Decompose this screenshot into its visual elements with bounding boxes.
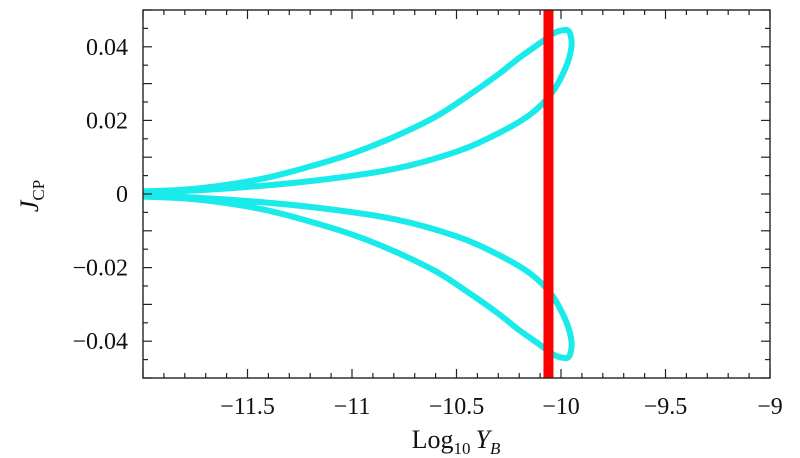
y-tick-label: −0.02 [72,256,128,282]
y-axis-title: JCP [15,180,48,212]
band [543,10,554,378]
x-axis-title-var-sub: B [490,439,501,458]
y-axis-title-var: J [15,199,44,212]
x-tick-label: −9 [757,394,783,420]
x-axis-title: Log10 YB [412,425,501,458]
x-tick-label: −9.5 [644,394,688,420]
x-tick-label: −11.5 [220,394,275,420]
y-tick-label: 0.04 [86,35,128,61]
tick-labels: −11.5 −11 −10.5 −10 −9.5 −9 0.04 0.02 0 −0.02 −0.0… [72,35,782,420]
x-tick-label: −10 [542,394,580,420]
x-axis-title-var: Y [476,425,493,454]
y-tick-label: 0 [116,182,128,208]
y-tick-label: 0.02 [86,108,128,134]
vertical-band [543,10,554,378]
series-line-2 [143,192,575,362]
y-tick-label: −0.04 [72,329,128,355]
x-tick-label: −10.5 [429,394,485,420]
x-axis-title-sub: 10 [454,439,471,458]
curves [143,26,575,362]
series-line-1 [143,26,575,196]
ticks [142,9,771,379]
y-axis-title-sub: CP [29,180,48,201]
plot-frame [142,9,771,379]
x-axis-title-prefix: Log [412,425,454,454]
x-tick-label: −11 [334,394,371,420]
